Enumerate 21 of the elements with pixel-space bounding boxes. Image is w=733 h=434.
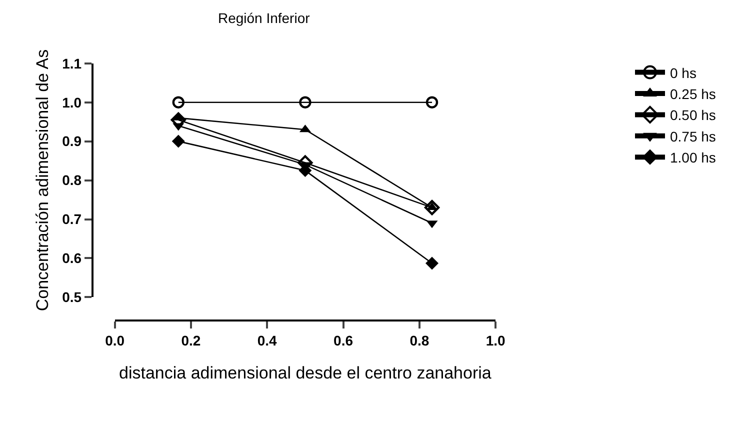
y-tick-label: 1.1 — [62, 55, 82, 72]
x-tick-label: 0.4 — [257, 332, 278, 348]
legend-label: 0 hs — [670, 64, 696, 81]
x-tick-label: 0.2 — [181, 332, 201, 348]
y-axis-title: Concentración adimensional de As — [33, 49, 52, 312]
y-tick-label: 1.0 — [62, 94, 82, 110]
legend-label: 1.00 hs — [670, 150, 716, 166]
legend-label: 0.75 hs — [670, 128, 716, 144]
x-tick-label: 0.8 — [410, 332, 430, 348]
x-axis-title: distancia adimensional desde el centro zanahoria — [119, 363, 492, 382]
x-tick-label: 1.0 — [486, 332, 506, 348]
chart-title: Región Inferior — [218, 10, 310, 26]
y-tick-label: 0.8 — [62, 172, 82, 188]
y-tick-label: 0.6 — [62, 250, 82, 266]
legend-label: 0.25 hs — [670, 86, 716, 102]
legend-label: 0.50 hs — [670, 107, 716, 124]
x-tick-label: 0.0 — [105, 332, 125, 348]
y-tick-label: 0.9 — [62, 133, 82, 150]
x-tick-label: 0.6 — [334, 332, 354, 348]
y-tick-label: 0.5 — [62, 289, 82, 306]
y-tick-label: 0.7 — [62, 211, 82, 228]
